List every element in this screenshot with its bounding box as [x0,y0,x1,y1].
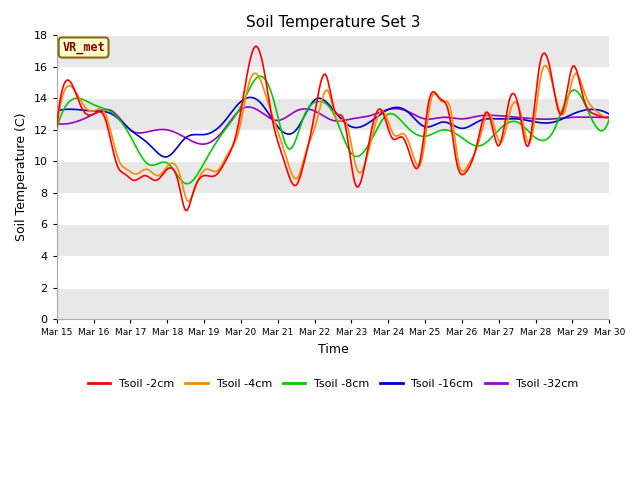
Bar [57,67,609,98]
Bar [57,36,609,67]
Bar [57,256,609,288]
X-axis label: Time: Time [317,343,348,356]
Bar [57,193,609,225]
Title: Soil Temperature Set 3: Soil Temperature Set 3 [246,15,420,30]
Bar [57,225,609,256]
Bar [57,288,609,319]
Bar [57,130,609,161]
Legend: Tsoil -2cm, Tsoil -4cm, Tsoil -8cm, Tsoil -16cm, Tsoil -32cm: Tsoil -2cm, Tsoil -4cm, Tsoil -8cm, Tsoi… [83,374,582,393]
Y-axis label: Soil Temperature (C): Soil Temperature (C) [15,113,28,241]
Bar [57,161,609,193]
Bar [57,98,609,130]
Text: VR_met: VR_met [62,41,105,54]
